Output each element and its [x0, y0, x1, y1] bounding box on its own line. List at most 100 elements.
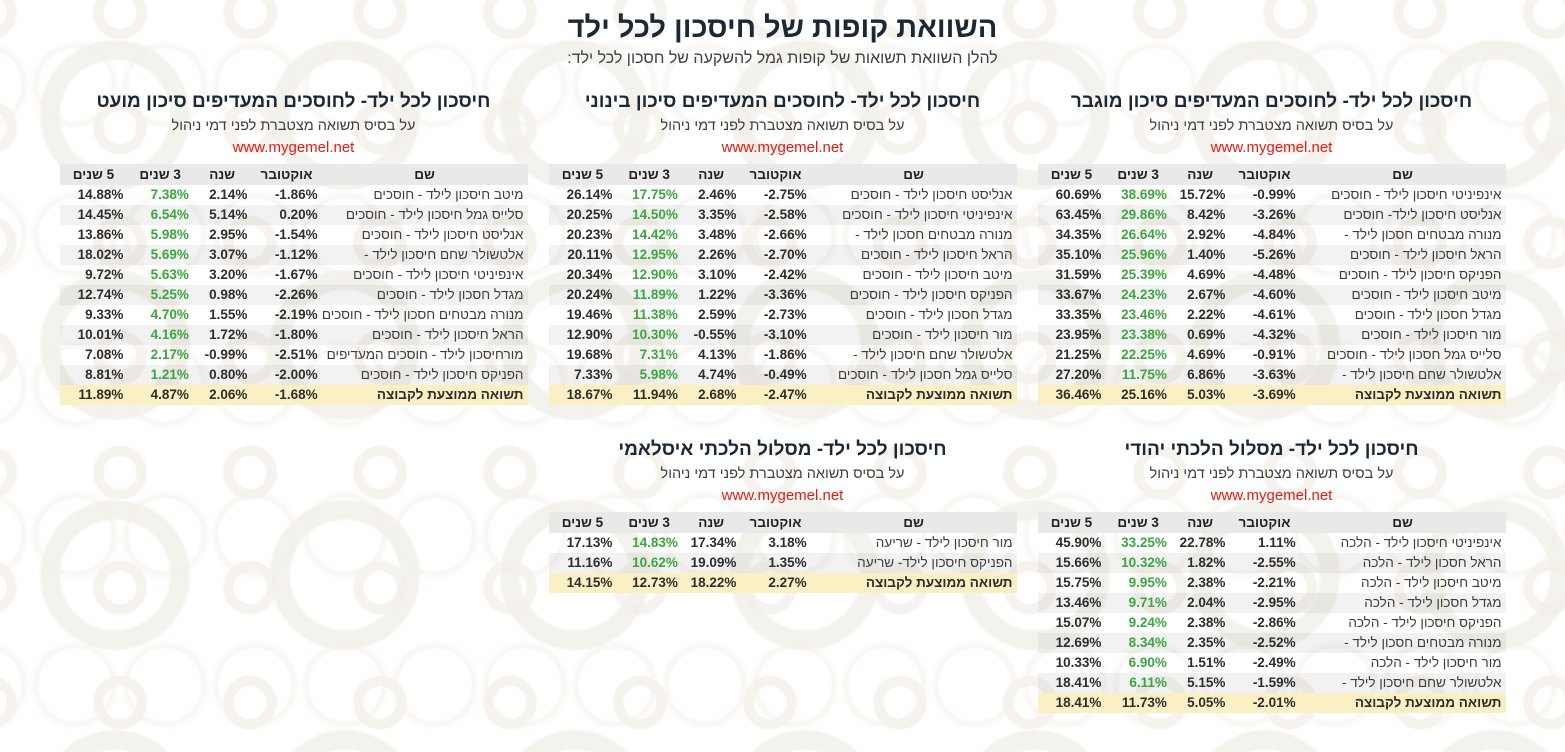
fund-name-cell: מנורה מבטחים חסכון לילד - [1344, 227, 1502, 243]
fund-name-cell: אלטשולר שחם חיסכון לילד - [1341, 367, 1502, 383]
october-value-cell: -2.73% [763, 307, 807, 323]
fund-name-cell: אינפיניטי חיסכון לילד - חוסכים [842, 207, 1013, 223]
three-year-value-cell: 25.39% [1121, 267, 1167, 283]
fund-name-cell: סלייס גמל חסכון לילד - חוסכים [838, 367, 1013, 383]
year-value-cell: 2.26% [698, 247, 737, 263]
fund-name-cell: אנליסט חיסכון לילד - חוסכים [361, 227, 524, 243]
table-row: אנליסט חיסכון לילד- חוסכים -3.26% 8.42% 29.… [1037, 204, 1506, 225]
three-year-value-cell: 29.86% [1121, 207, 1167, 223]
table-row: סלייס גמל חסכון לילד - חוסכים -0.91% 4.69%… [1038, 345, 1506, 365]
year-value-cell: 2.04% [1187, 595, 1226, 611]
table-row: הראל חיסכון לילד - חוסכים -2.70% 2.26% 12.9… [548, 244, 1017, 265]
column-header: אוקטובר [740, 511, 811, 533]
october-value-cell: -4.32% [1252, 327, 1296, 343]
table-title: חיסכון לכל ילד- לחוסכים המעדיפים סיכון מ… [96, 91, 491, 113]
five-year-value-cell: 10.33% [1055, 655, 1102, 671]
fund-name-cell: אנליסט חיסכון לילד- חוסכים [1343, 207, 1502, 223]
fund-name-cell: הפניקס חיסכון לילד - הלכה [1348, 615, 1502, 631]
average-label-cell: תשואה ממוצעת לקבוצה [1354, 695, 1502, 711]
column-header: 3 שנים [1105, 511, 1171, 533]
column-header: שם [321, 163, 528, 185]
year-value-cell: 1.55% [209, 307, 248, 323]
fund-name-cell: הראל חיסכון לילד - חוסכים [861, 247, 1013, 263]
october-value-cell: -1.67% [274, 267, 318, 283]
column-header: שם [1299, 511, 1506, 533]
table-row: הפניקס חיסכון לילד - חוסכים -3.36% 1.22% 11… [548, 284, 1017, 305]
year-value-cell: 19.09% [690, 555, 737, 571]
fund-name-cell: מיטב חיסכון לילד - הלכה [1361, 575, 1502, 591]
average-row: תשואה ממוצעת לקבוצה -2.01% 5.05% 11.73% 18.4… [1037, 692, 1506, 713]
column-header: 3 שנים [127, 163, 193, 185]
fund-name-cell: אלטשולר שחם חיסכון לילד - [363, 247, 524, 263]
year-value-cell: 1.82% [1187, 555, 1226, 571]
table-row: אינפיניטי חיסכון לילד - הלכה 1.11% 22.78% 3… [1038, 533, 1506, 553]
five-year-value-cell: 20.23% [566, 227, 613, 243]
five-year-value-cell: 18.02% [77, 247, 124, 263]
column-header: אוקטובר [1229, 163, 1300, 185]
fund-name-cell: אנליסט חיסכון לילד - חוסכים [850, 187, 1013, 203]
mygemel-link[interactable]: www.mygemel.net [721, 486, 844, 504]
average-label-cell: תשואה ממוצעת לקבוצה [865, 387, 1013, 403]
three-year-value-cell: 14.83% [632, 535, 678, 551]
year-value-cell: 1.72% [209, 327, 248, 343]
year-value-cell: 2.14% [209, 187, 248, 203]
three-year-value-cell: 11.75% [1121, 367, 1167, 383]
table-row: סלייס גמל חיסכון לילד - חוסכים 0.20% 5.14%… [59, 204, 528, 225]
column-header: אוקטובר [1229, 511, 1300, 533]
column-header: 5 שנים [548, 163, 617, 185]
three-year-average-cell: 25.16% [1121, 387, 1167, 403]
october-value-cell: -1.59% [1252, 675, 1296, 691]
mygemel-link[interactable]: www.mygemel.net [721, 138, 844, 156]
fund-name-cell: הפניקס חיסכון לילד - חוסכים [849, 287, 1013, 303]
five-year-average-cell: 36.46% [1055, 387, 1102, 403]
column-header: 5 שנים [548, 511, 617, 533]
year-value-cell: 2.95% [209, 227, 248, 243]
october-value-cell: -3.63% [1252, 367, 1296, 383]
five-year-value-cell: 33.35% [1055, 307, 1102, 323]
fund-name-cell: מנורה מבטחים חסכון לילד - [855, 227, 1013, 243]
five-year-average-cell: 18.41% [1055, 695, 1102, 711]
table-row: מיטב חיסכון לילד - הלכה -2.21% 2.38% 9.95% 1… [1038, 573, 1506, 593]
year-value-cell: 5.15% [1187, 675, 1226, 691]
three-year-average-cell: 12.73% [632, 575, 678, 591]
table-row: אנליסט חיסכון לילד - חוסכים -2.75% 2.46% 17… [549, 185, 1017, 205]
fund-table-section-jewish-halacha: חיסכון לכל ילד- מסלול הלכתי יהודי על בסי… [1037, 438, 1506, 713]
five-year-value-cell: 14.45% [77, 207, 124, 223]
october-value-cell: -4.84% [1252, 227, 1296, 243]
three-year-value-cell: 10.32% [1121, 555, 1167, 571]
year-value-cell: 6.86% [1187, 367, 1226, 383]
three-year-value-cell: 9.24% [1128, 615, 1167, 631]
fund-name-cell: מיטב חיסכון לילד - חוסכים [862, 267, 1013, 283]
table-row: אלטשולר שחם חיסכון לילד - -1.59% 5.15% 6.11… [1037, 672, 1506, 693]
year-value-cell: 5.14% [209, 207, 248, 223]
column-header: אוקטובר [740, 163, 811, 185]
table-row: הראל חיסכון לילד - חוסכים -5.26% 1.40% 25.9… [1037, 244, 1506, 265]
year-average-cell: 5.05% [1187, 695, 1226, 711]
mygemel-link[interactable]: www.mygemel.net [1210, 486, 1333, 504]
three-year-value-cell: 14.50% [632, 207, 678, 223]
table-row: מגדל חסכון לילד - הלכה -2.95% 2.04% 9.71% 13… [1037, 592, 1506, 613]
three-year-average-cell: 11.73% [1121, 695, 1167, 711]
mygemel-link[interactable]: www.mygemel.net [232, 138, 355, 156]
five-year-value-cell: 12.74% [77, 287, 124, 303]
mygemel-link[interactable]: www.mygemel.net [1210, 138, 1333, 156]
three-year-value-cell: 6.54% [150, 207, 189, 223]
five-year-value-cell: 33.67% [1055, 287, 1102, 303]
five-year-value-cell: 17.13% [566, 535, 613, 551]
five-year-value-cell: 13.86% [77, 227, 124, 243]
october-value-cell: -2.75% [763, 187, 807, 203]
table-row: מיטב חיסכון לילד - חוסכים -4.60% 2.67% 24.2… [1037, 284, 1506, 305]
fund-name-cell: מגדל חסכון לילד - חוסכים [376, 287, 524, 303]
column-header: שנה [1170, 511, 1230, 533]
five-year-value-cell: 7.08% [85, 347, 124, 363]
table-title: חיסכון לכל ילד- מסלול הלכתי יהודי [1124, 438, 1419, 460]
october-value-cell: -2.51% [274, 347, 318, 363]
returns-table: שם אוקטובר שנה 3 שנים 5 שנים אנליסט חיסכון ל… [548, 163, 1017, 405]
year-value-cell: 4.69% [1187, 267, 1226, 283]
five-year-value-cell: 9.33% [85, 307, 124, 323]
year-value-cell: -0.55% [693, 327, 737, 343]
year-value-cell: 2.59% [698, 307, 737, 323]
year-average-cell: 5.03% [1187, 387, 1226, 403]
three-year-value-cell: 23.46% [1121, 307, 1167, 323]
returns-table: שם אוקטובר שנה 3 שנים 5 שנים אינפיניטי חיסכו… [1037, 163, 1506, 405]
